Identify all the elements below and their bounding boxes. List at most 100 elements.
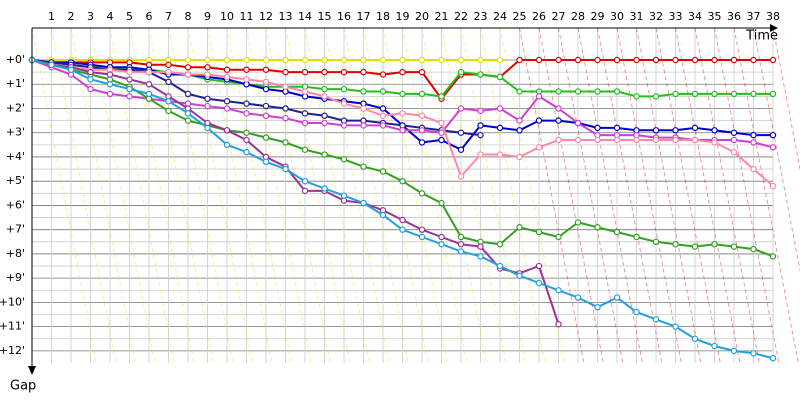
data-point: [243, 110, 250, 117]
lap-line: [694, 27, 760, 364]
x-tick-label: 38: [766, 10, 780, 23]
data-point: [711, 139, 718, 146]
x-tick-label: 5: [126, 10, 133, 23]
data-point: [340, 192, 348, 199]
data-point: [535, 262, 543, 270]
data-point: [301, 146, 309, 153]
data-point: [516, 272, 523, 279]
x-tick-label: 31: [630, 10, 644, 23]
lap-line: [304, 27, 370, 364]
data-point: [321, 85, 328, 93]
data-point: [594, 124, 601, 132]
data-point: [340, 56, 348, 64]
data-point: [496, 241, 504, 248]
data-point: [457, 146, 465, 153]
data-point: [711, 342, 718, 350]
lap-line: [753, 27, 800, 273]
data-point: [438, 129, 445, 136]
data-point: [535, 56, 543, 64]
x-tick-label: 25: [513, 10, 527, 23]
data-point: [360, 88, 367, 95]
data-point: [204, 56, 211, 64]
data-point: [652, 93, 660, 100]
lap-line: [90, 27, 156, 364]
data-point: [399, 56, 406, 64]
data-point: [613, 56, 621, 64]
data-point: [691, 335, 699, 342]
data-point: [711, 90, 718, 98]
y-tick-label: +11': [0, 320, 25, 333]
data-point: [672, 241, 679, 248]
lap-line: [31, 27, 97, 364]
data-point: [769, 144, 777, 151]
data-point: [711, 56, 718, 64]
data-point: [204, 64, 211, 71]
x-tick-label: 37: [747, 10, 761, 23]
data-point: [438, 233, 445, 241]
lap-line: [441, 27, 507, 364]
lap-line: [187, 27, 253, 364]
series-line: [31, 59, 560, 325]
data-point: [438, 56, 445, 64]
data-point: [379, 71, 387, 78]
data-point: [594, 304, 601, 311]
data-point: [87, 76, 94, 83]
data-point: [340, 85, 348, 93]
y-tick-label: +9': [6, 271, 25, 284]
data-point: [477, 151, 484, 158]
data-point: [223, 105, 231, 112]
data-point: [418, 190, 426, 197]
x-tick-label: 28: [571, 10, 585, 23]
lap-line: [460, 27, 526, 364]
data-point: [418, 90, 426, 98]
data-point: [379, 122, 387, 129]
x-tick-label: 11: [240, 10, 254, 23]
data-point: [282, 68, 289, 76]
data-point: [477, 56, 484, 64]
data-point: [379, 112, 387, 119]
x-tick-label: 2: [68, 10, 75, 23]
data-point: [184, 110, 192, 117]
data-point: [691, 124, 699, 132]
data-point: [769, 182, 777, 190]
data-point: [223, 56, 231, 64]
y-tick-label: +4': [6, 150, 25, 163]
data-point: [262, 134, 270, 141]
data-point: [633, 136, 640, 144]
lap-line: [733, 27, 799, 364]
data-point: [457, 68, 465, 76]
x-tick-label: 30: [610, 10, 624, 23]
data-point: [496, 105, 504, 112]
data-point: [301, 177, 309, 185]
data-point: [262, 102, 270, 110]
data-point: [184, 90, 192, 98]
data-point: [223, 66, 231, 73]
lap-line: [168, 27, 234, 364]
data-point: [321, 185, 328, 192]
data-point: [613, 228, 621, 236]
data-point: [691, 90, 699, 98]
x-tick-label: 7: [165, 10, 172, 23]
data-point: [555, 56, 562, 64]
data-point: [340, 100, 348, 107]
data-point: [301, 119, 309, 127]
data-point: [750, 350, 757, 357]
data-point: [516, 224, 523, 231]
data-point: [672, 90, 679, 98]
data-point: [87, 85, 94, 93]
data-point: [243, 56, 250, 64]
data-point: [457, 241, 465, 248]
y-tick-label: +12': [0, 344, 25, 357]
data-point: [555, 117, 562, 124]
data-point: [340, 68, 348, 76]
data-point: [672, 127, 679, 134]
data-point: [516, 127, 523, 134]
x-tick-label: 18: [376, 10, 390, 23]
lap-line: [480, 27, 546, 364]
y-axis-title: Gap: [10, 379, 36, 394]
data-point: [399, 68, 406, 76]
data-point: [574, 136, 582, 144]
data-point: [652, 316, 660, 323]
data-point: [750, 131, 757, 139]
data-point: [769, 131, 777, 139]
